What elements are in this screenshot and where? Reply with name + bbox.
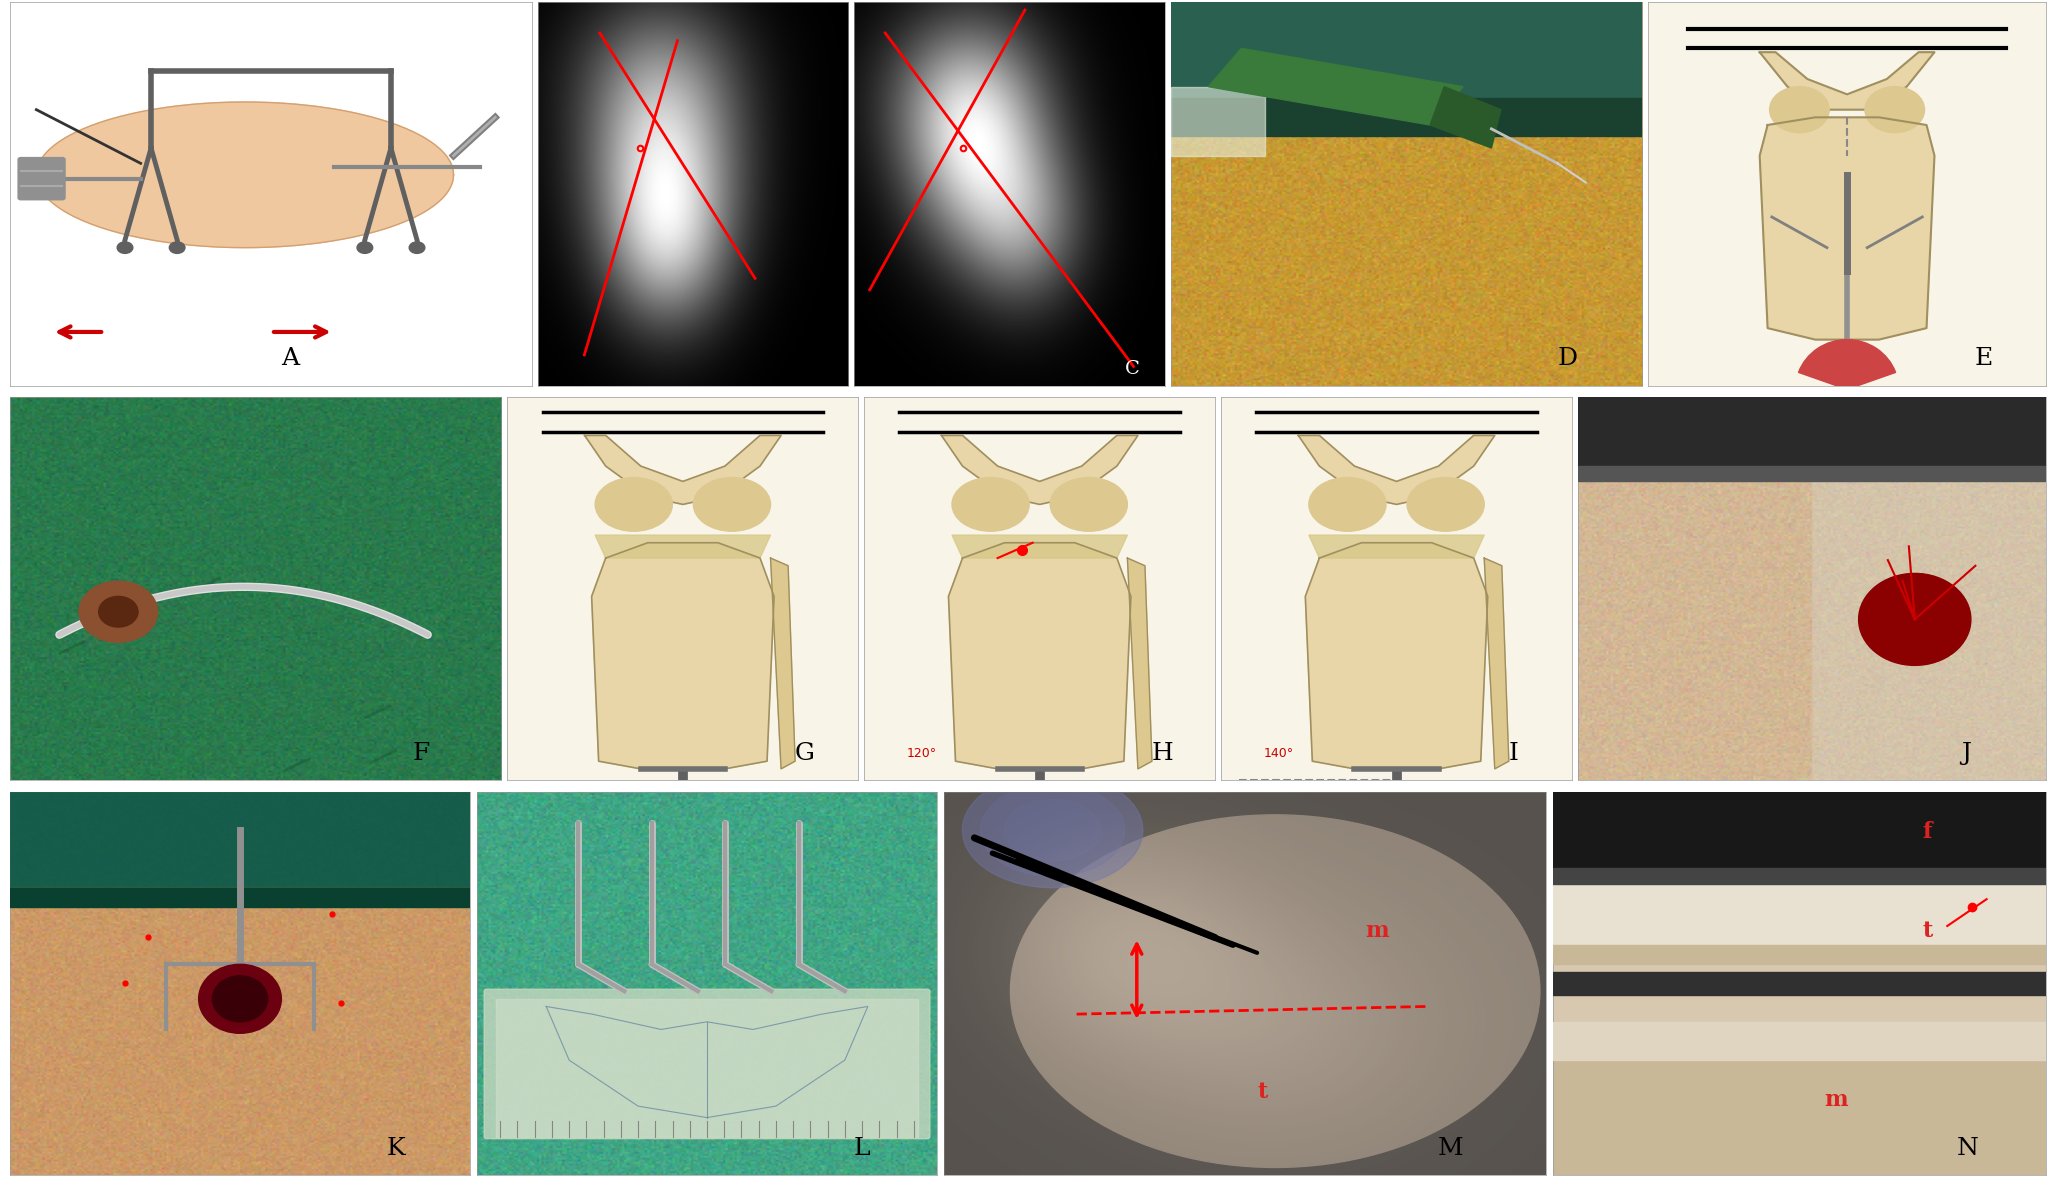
Polygon shape — [1127, 559, 1151, 769]
Circle shape — [409, 242, 426, 254]
Text: f: f — [1922, 821, 1933, 843]
Polygon shape — [1310, 535, 1484, 559]
Polygon shape — [495, 999, 919, 1137]
Polygon shape — [1170, 86, 1264, 156]
Circle shape — [117, 242, 134, 254]
Text: D: D — [1558, 347, 1577, 371]
Text: N: N — [1957, 1137, 1980, 1160]
Polygon shape — [594, 535, 771, 559]
Polygon shape — [942, 436, 1137, 504]
Ellipse shape — [952, 477, 1030, 531]
Ellipse shape — [1009, 815, 1540, 1168]
Polygon shape — [1554, 1022, 2046, 1061]
Circle shape — [1859, 574, 1972, 665]
Polygon shape — [1760, 52, 1935, 110]
Polygon shape — [1306, 543, 1489, 769]
Text: L: L — [853, 1137, 870, 1160]
Circle shape — [358, 242, 372, 254]
Circle shape — [212, 976, 267, 1022]
Text: t: t — [1256, 1082, 1266, 1103]
Text: K: K — [387, 1137, 405, 1160]
Text: m: m — [1365, 920, 1390, 942]
Polygon shape — [584, 436, 781, 504]
Text: 140°: 140° — [1262, 748, 1293, 761]
Polygon shape — [10, 888, 469, 907]
Ellipse shape — [1051, 477, 1127, 531]
Ellipse shape — [693, 477, 771, 531]
Polygon shape — [1297, 436, 1495, 504]
Polygon shape — [1554, 868, 2046, 883]
Text: G: G — [796, 742, 814, 765]
Wedge shape — [1799, 340, 1896, 390]
Polygon shape — [1577, 397, 2046, 466]
Text: H: H — [1151, 742, 1174, 765]
Text: t: t — [1922, 920, 1933, 942]
Text: I: I — [1509, 742, 1519, 765]
Circle shape — [169, 242, 185, 254]
Text: J: J — [1961, 742, 1972, 765]
Polygon shape — [1554, 945, 2046, 965]
Polygon shape — [592, 543, 773, 769]
Polygon shape — [1760, 117, 1935, 340]
Text: M: M — [1437, 1137, 1464, 1160]
Ellipse shape — [37, 102, 454, 248]
FancyBboxPatch shape — [19, 157, 66, 200]
Polygon shape — [1554, 965, 2046, 1022]
Circle shape — [78, 581, 158, 642]
Polygon shape — [1554, 972, 2046, 994]
Polygon shape — [1554, 1061, 2046, 1175]
Polygon shape — [1170, 98, 1643, 137]
Ellipse shape — [1770, 86, 1830, 132]
Text: 120°: 120° — [907, 748, 938, 761]
Polygon shape — [1209, 48, 1464, 125]
Circle shape — [199, 965, 282, 1033]
Polygon shape — [1431, 86, 1501, 148]
Circle shape — [1005, 800, 1100, 861]
Text: C: C — [1125, 360, 1139, 378]
Circle shape — [962, 772, 1143, 888]
Text: A: A — [282, 347, 300, 371]
Polygon shape — [1484, 559, 1509, 769]
Polygon shape — [1554, 791, 2046, 868]
Text: m: m — [1824, 1089, 1848, 1111]
Text: F: F — [413, 742, 430, 765]
FancyBboxPatch shape — [483, 990, 929, 1138]
Polygon shape — [1554, 883, 2046, 945]
Polygon shape — [10, 791, 469, 888]
Circle shape — [981, 784, 1125, 876]
Ellipse shape — [1865, 86, 1924, 132]
Polygon shape — [952, 535, 1127, 559]
Polygon shape — [948, 543, 1131, 769]
Polygon shape — [1170, 2, 1643, 98]
Ellipse shape — [594, 477, 672, 531]
Circle shape — [99, 596, 138, 627]
Ellipse shape — [1406, 477, 1484, 531]
Polygon shape — [1811, 482, 2046, 781]
Polygon shape — [1577, 466, 2046, 482]
Polygon shape — [1577, 482, 1811, 781]
Ellipse shape — [1310, 477, 1386, 531]
Polygon shape — [771, 559, 796, 769]
Text: B: B — [792, 347, 810, 371]
Text: E: E — [1974, 347, 1992, 371]
